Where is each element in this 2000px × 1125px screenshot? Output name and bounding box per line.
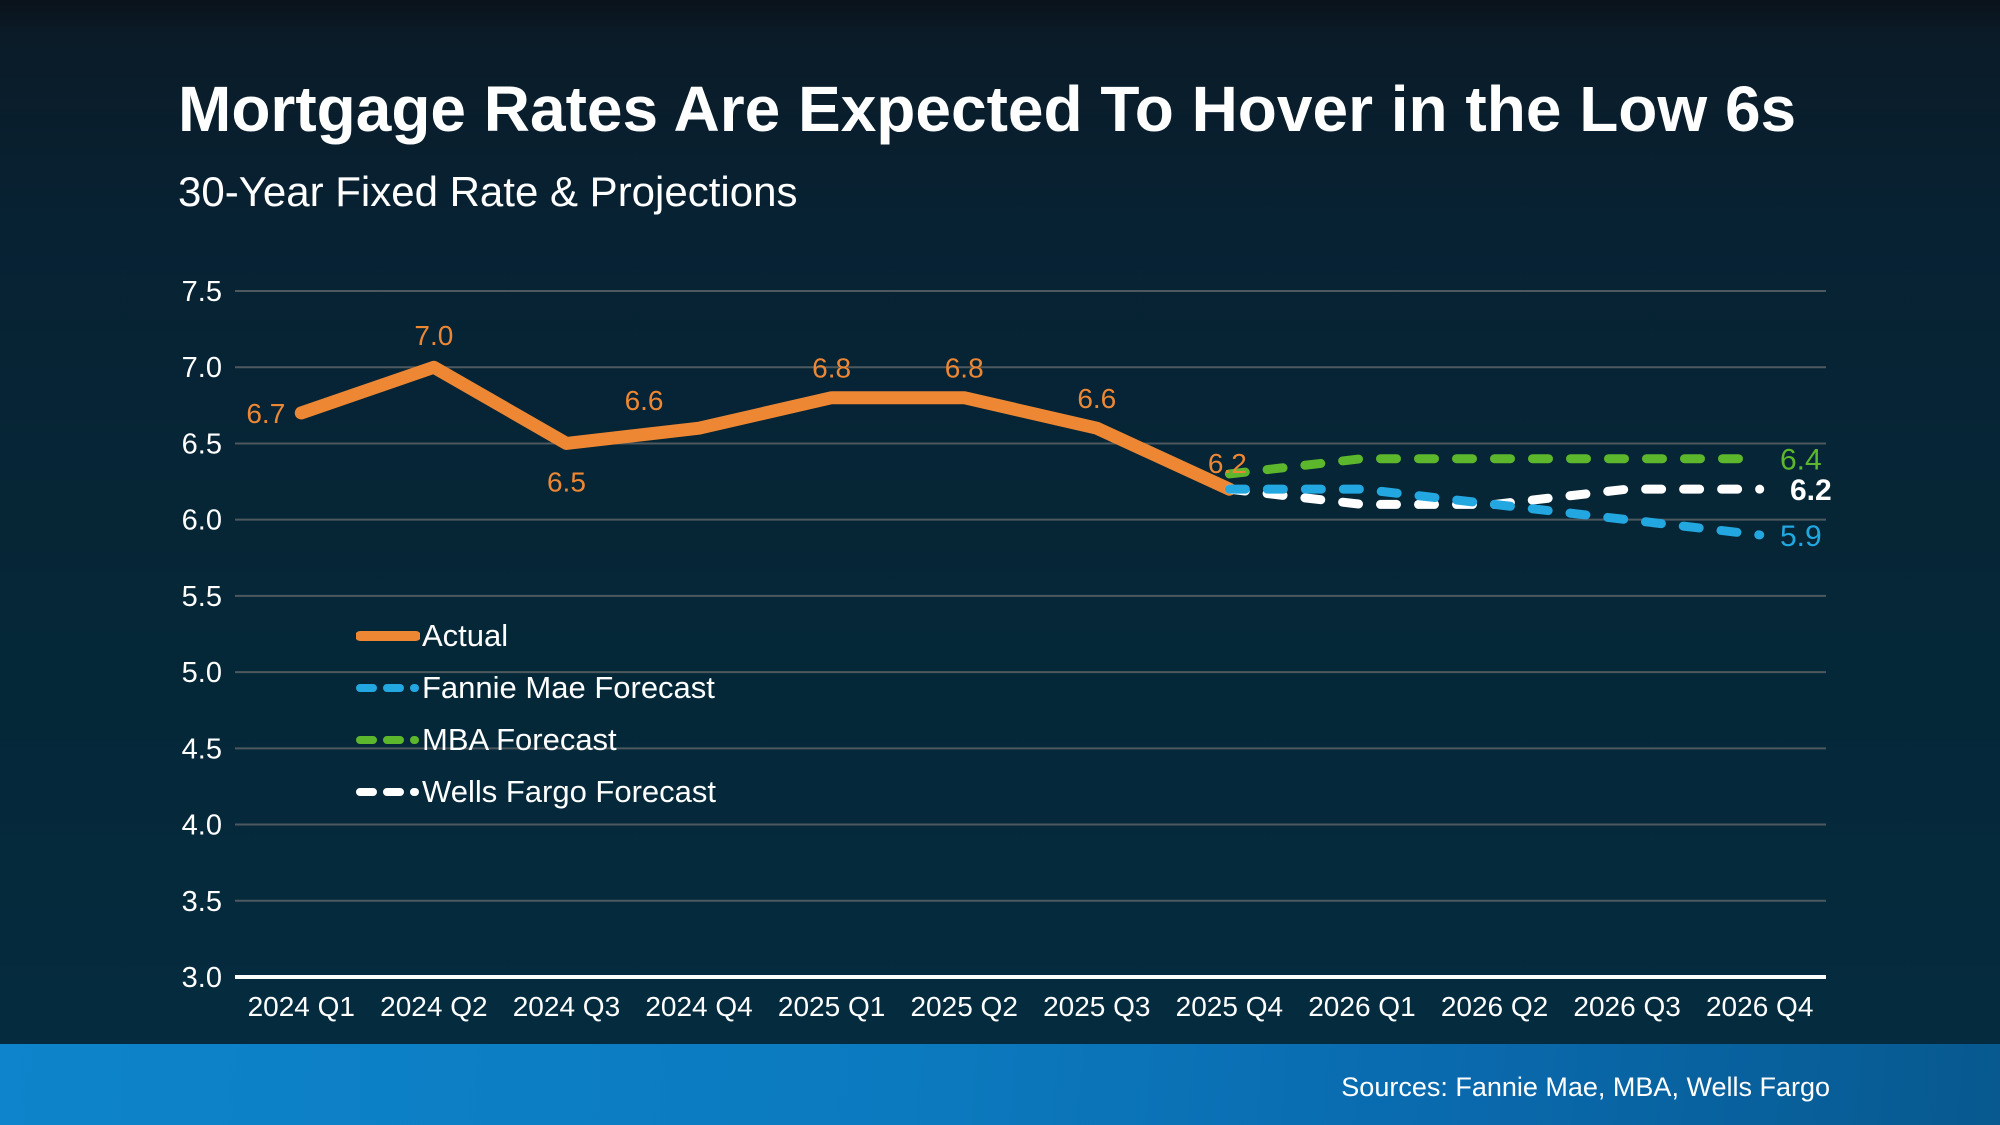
legend-item-mba: MBA Forecast bbox=[356, 714, 716, 766]
legend-item-fannie-mae: Fannie Mae Forecast bbox=[356, 662, 716, 714]
x-axis-tick-label: 2024 Q2 bbox=[380, 991, 487, 1022]
legend-label: Wells Fargo Forecast bbox=[422, 774, 717, 809]
y-axis-tick-label: 3.0 bbox=[182, 962, 222, 994]
y-axis-tick-label: 7.0 bbox=[182, 352, 222, 384]
x-axis-tick-label: 2026 Q4 bbox=[1706, 991, 1813, 1022]
page-title: Mortgage Rates Are Expected To Hover in … bbox=[178, 73, 1797, 145]
wells-fargo-line-swatch bbox=[356, 788, 420, 796]
legend-label: Fannie Mae Forecast bbox=[422, 670, 715, 705]
x-axis-tick-label: 2024 Q4 bbox=[645, 991, 752, 1022]
legend-label: MBA Forecast bbox=[422, 722, 617, 757]
series-line-mba-forecast bbox=[1224, 454, 1765, 479]
x-axis-tick-label: 2026 Q2 bbox=[1441, 991, 1548, 1022]
sources-text: Sources: Fannie Mae, MBA, Wells Fargo bbox=[1341, 1072, 1830, 1102]
y-axis-tick-label: 5.5 bbox=[182, 581, 222, 613]
y-axis-tick-label: 4.5 bbox=[182, 733, 222, 765]
y-axis-tick-label: 6.5 bbox=[182, 428, 222, 460]
legend-item-wells-fargo: Wells Fargo Forecast bbox=[356, 766, 716, 818]
x-axis-tick-label: 2024 Q1 bbox=[248, 991, 355, 1022]
x-axis-tick-label: 2025 Q2 bbox=[910, 991, 1017, 1022]
series-end-value-label: 6.2 bbox=[1790, 474, 1832, 507]
x-axis-tick-label: 2025 Q4 bbox=[1176, 991, 1283, 1022]
page-subtitle: 30-Year Fixed Rate & Projections bbox=[178, 168, 798, 215]
fannie-mae-line-swatch bbox=[356, 684, 420, 692]
x-axis-tick-label: 2025 Q1 bbox=[778, 991, 885, 1022]
legend-label: Actual bbox=[422, 618, 509, 653]
x-axis-tick-label: 2026 Q3 bbox=[1573, 991, 1680, 1022]
actual-line-swatch bbox=[356, 631, 420, 641]
data-point-label: 6.2 bbox=[1208, 448, 1247, 479]
series-end-value-label: 6.4 bbox=[1780, 444, 1822, 477]
data-point-label: 6.8 bbox=[812, 353, 851, 384]
chart-legend: Actual Fannie Mae Forecast MBA Forecast … bbox=[356, 610, 716, 818]
y-axis-tick-label: 4.0 bbox=[182, 810, 222, 842]
series-line-fannie-mae-forecast bbox=[1224, 484, 1765, 540]
data-point-label: 7.0 bbox=[414, 320, 453, 351]
x-axis-tick-label: 2024 Q3 bbox=[513, 991, 620, 1022]
series-end-value-label: 5.9 bbox=[1780, 520, 1822, 553]
data-point-label: 6.6 bbox=[625, 385, 664, 416]
series-line-actual bbox=[294, 360, 1236, 496]
data-point-label: 6.7 bbox=[246, 398, 285, 429]
x-axis-tick-label: 2026 Q1 bbox=[1308, 991, 1415, 1022]
y-axis-tick-label: 5.0 bbox=[182, 657, 222, 689]
data-point-label: 6.5 bbox=[547, 466, 586, 497]
legend-item-actual: Actual bbox=[356, 610, 716, 662]
footer-bar: Sources: Fannie Mae, MBA, Wells Fargo bbox=[0, 1044, 2000, 1125]
y-axis-tick-label: 6.0 bbox=[182, 505, 222, 537]
x-axis-tick-label: 2025 Q3 bbox=[1043, 991, 1150, 1022]
y-axis-tick-label: 3.5 bbox=[182, 886, 222, 918]
data-point-label: 6.6 bbox=[1077, 383, 1116, 414]
y-axis-tick-label: 7.5 bbox=[182, 276, 222, 308]
data-point-label: 6.8 bbox=[945, 353, 984, 384]
mba-line-swatch bbox=[356, 736, 420, 744]
